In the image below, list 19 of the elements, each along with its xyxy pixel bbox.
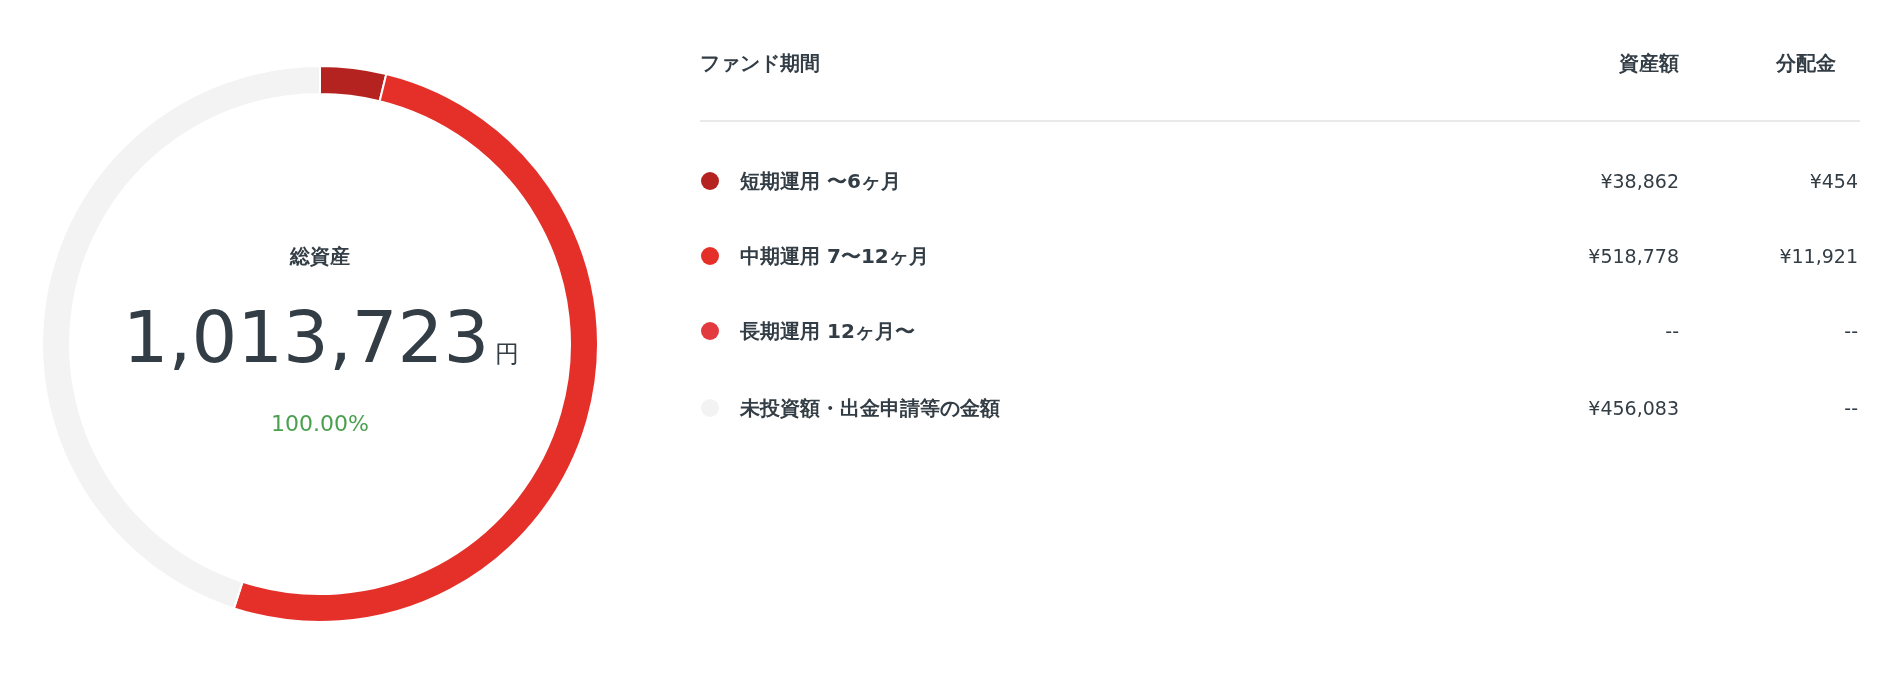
data-label: ¥38,862 [1600,170,1679,192]
text: 1,013,723 [122,295,490,379]
text: 資産額 [1618,51,1679,75]
data-label: ¥518,778 [1588,245,1679,267]
text: 分配金 [1775,51,1836,75]
text: 100.00% [271,411,369,436]
legend-title: ファンド期間 [700,51,820,75]
legend-label: 長期運用 12ヶ月〜 [739,319,915,343]
text: 総資産 [289,244,350,268]
text: ¥454 [1809,170,1858,192]
text: -- [1665,320,1679,342]
legend-label: 未投資額・出金申請等の金額 [739,396,1000,420]
text: ¥11,921 [1779,245,1858,267]
text: 円 [495,340,520,368]
text: -- [1844,397,1858,419]
legend-label: 短期運用 〜6ヶ月 [739,169,901,193]
data-label: ¥456,083 [1588,397,1679,419]
legend-label: 中期運用 7〜12ヶ月 [740,244,929,268]
text: -- [1844,320,1858,342]
